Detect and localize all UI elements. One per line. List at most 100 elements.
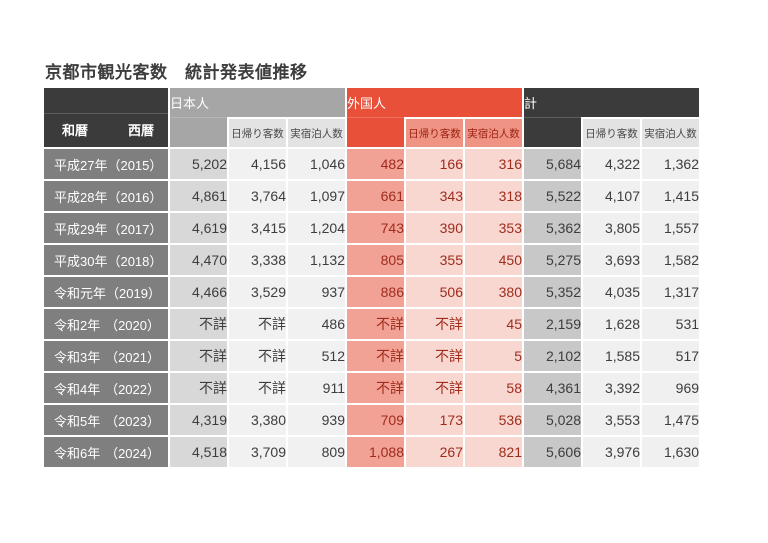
- value-cell-jp-0: 4,470: [170, 245, 229, 277]
- value-cell-jp-0: 不詳: [170, 373, 229, 405]
- value-cell-fg-1: 不詳: [406, 373, 465, 405]
- value-cell-total-1: 4,322: [583, 149, 642, 181]
- value-cell-fg-1: 390: [406, 213, 465, 245]
- value-cell-fg-2: 316: [465, 149, 524, 181]
- value-cell-total-2: 1,582: [642, 245, 702, 277]
- foreigner-daytrip-subheader: 日帰り客数: [406, 117, 465, 149]
- value-cell-fg-2: 318: [465, 181, 524, 213]
- western-year-label: （2022）: [105, 381, 160, 397]
- value-cell-jp-0: 5,202: [170, 149, 229, 181]
- table-row: 令和6年 （2024） 4,518 3,709 809 1,088 267 821 5,606 3…: [44, 437, 702, 469]
- year-cell: 平成29年 （2017）: [44, 213, 170, 245]
- year-cell: 令和6年 （2024）: [44, 437, 170, 469]
- year-cell-inner: 平成28年 （2016）: [44, 187, 168, 206]
- value-cell-jp-2: 911: [288, 373, 347, 405]
- value-cell-fg-0: 886: [347, 277, 406, 309]
- value-cell-jp-2: 809: [288, 437, 347, 469]
- table-row: 平成27年 （2015） 5,202 4,156 1,046 482 166 316 5,684…: [44, 149, 702, 181]
- table-row: 令和3年 （2021） 不詳 不詳 512 不詳 不詳 5 2,102 1,585 517: [44, 341, 702, 373]
- value-cell-jp-1: 3,764: [229, 181, 288, 213]
- value-cell-total-0: 5,352: [524, 277, 583, 309]
- table-row: 令和4年 （2022） 不詳 不詳 911 不詳 不詳 58 4,361 3,392 969: [44, 373, 702, 405]
- value-cell-jp-2: 512: [288, 341, 347, 373]
- value-cell-fg-1: 不詳: [406, 309, 465, 341]
- value-cell-jp-0: 4,319: [170, 405, 229, 437]
- value-cell-jp-1: 不詳: [229, 341, 288, 373]
- value-cell-jp-1: 3,529: [229, 277, 288, 309]
- year-cell-inner: 令和2年 （2020）: [44, 315, 168, 334]
- value-cell-fg-0: 743: [347, 213, 406, 245]
- value-cell-total-0: 2,159: [524, 309, 583, 341]
- era-label: 平成29年: [54, 221, 108, 237]
- value-cell-total-2: 517: [642, 341, 702, 373]
- era-label: 令和4年: [54, 381, 101, 397]
- value-cell-total-0: 5,028: [524, 405, 583, 437]
- value-cell-total-1: 3,976: [583, 437, 642, 469]
- value-cell-jp-2: 937: [288, 277, 347, 309]
- value-cell-fg-1: 173: [406, 405, 465, 437]
- year-cell-inner: 令和3年 （2021）: [44, 347, 168, 366]
- value-cell-total-2: 1,415: [642, 181, 702, 213]
- value-cell-total-1: 3,805: [583, 213, 642, 245]
- tourism-stats-table: 和暦 西暦 日本人 外国人 計 日帰り客数 実宿泊人数 日帰り客数 実宿泊人数 …: [44, 88, 702, 469]
- era-label: 平成27年: [54, 157, 108, 173]
- year-cell-inner: 平成30年 （2018）: [44, 251, 168, 270]
- value-cell-total-0: 4,361: [524, 373, 583, 405]
- year-cell-inner: 令和6年 （2024）: [44, 443, 168, 462]
- value-cell-fg-0: 1,088: [347, 437, 406, 469]
- value-cell-total-1: 1,628: [583, 309, 642, 341]
- year-cell: 平成28年 （2016）: [44, 181, 170, 213]
- value-cell-total-2: 1,557: [642, 213, 702, 245]
- value-cell-fg-1: 355: [406, 245, 465, 277]
- value-cell-total-2: 1,630: [642, 437, 702, 469]
- value-cell-total-2: 1,475: [642, 405, 702, 437]
- total-overnight-subheader: 実宿泊人数: [642, 117, 702, 149]
- value-cell-fg-2: 536: [465, 405, 524, 437]
- value-cell-total-2: 1,362: [642, 149, 702, 181]
- value-cell-fg-0: 709: [347, 405, 406, 437]
- value-cell-total-2: 969: [642, 373, 702, 405]
- table-row: 平成28年 （2016） 4,861 3,764 1,097 661 343 318 5,522…: [44, 181, 702, 213]
- value-cell-total-0: 5,275: [524, 245, 583, 277]
- table-row: 令和2年 （2020） 不詳 不詳 486 不詳 不詳 45 2,159 1,628 531: [44, 309, 702, 341]
- value-cell-fg-1: 506: [406, 277, 465, 309]
- value-cell-jp-2: 1,097: [288, 181, 347, 213]
- year-cell-inner: 平成29年 （2017）: [44, 219, 168, 238]
- value-cell-jp-0: 不詳: [170, 341, 229, 373]
- value-cell-jp-2: 1,132: [288, 245, 347, 277]
- western-year-label: （2023）: [105, 413, 160, 429]
- value-cell-total-0: 5,684: [524, 149, 583, 181]
- era-label: 平成28年: [54, 189, 108, 205]
- year-cell: 令和3年 （2021）: [44, 341, 170, 373]
- value-cell-fg-1: 267: [406, 437, 465, 469]
- value-cell-jp-0: 4,619: [170, 213, 229, 245]
- value-cell-jp-1: 3,338: [229, 245, 288, 277]
- value-cell-fg-0: 不詳: [347, 341, 406, 373]
- value-cell-jp-2: 1,204: [288, 213, 347, 245]
- value-cell-total-1: 3,693: [583, 245, 642, 277]
- era-label: 令和元年: [54, 285, 107, 301]
- value-cell-jp-0: 不詳: [170, 309, 229, 341]
- value-cell-fg-2: 45: [465, 309, 524, 341]
- value-cell-jp-1: 3,380: [229, 405, 288, 437]
- value-cell-total-1: 1,585: [583, 341, 642, 373]
- value-cell-total-1: 3,392: [583, 373, 642, 405]
- table-row: 平成30年 （2018） 4,470 3,338 1,132 805 355 450 5,275…: [44, 245, 702, 277]
- western-year-label: （2018）: [107, 253, 163, 269]
- value-cell-fg-2: 821: [465, 437, 524, 469]
- corner-header-cell: 和暦 西暦: [44, 88, 170, 149]
- value-cell-jp-1: 4,156: [229, 149, 288, 181]
- group-header-japanese: 日本人: [170, 88, 347, 117]
- table-row: 令和元年 （2019） 4,466 3,529 937 886 506 380 5,352 4,0…: [44, 277, 702, 309]
- value-cell-fg-1: 166: [406, 149, 465, 181]
- value-cell-fg-2: 450: [465, 245, 524, 277]
- value-cell-jp-1: 不詳: [229, 309, 288, 341]
- group-header-foreigner: 外国人: [347, 88, 524, 117]
- era-column-header: 和暦: [62, 123, 89, 138]
- western-year-label: （2017）: [107, 221, 163, 237]
- era-label: 令和3年: [54, 349, 101, 365]
- year-cell-inner: 令和元年 （2019）: [44, 283, 168, 302]
- value-cell-fg-2: 380: [465, 277, 524, 309]
- year-cell: 平成30年 （2018）: [44, 245, 170, 277]
- table-row: 平成29年 （2017） 4,619 3,415 1,204 743 390 353 5,362…: [44, 213, 702, 245]
